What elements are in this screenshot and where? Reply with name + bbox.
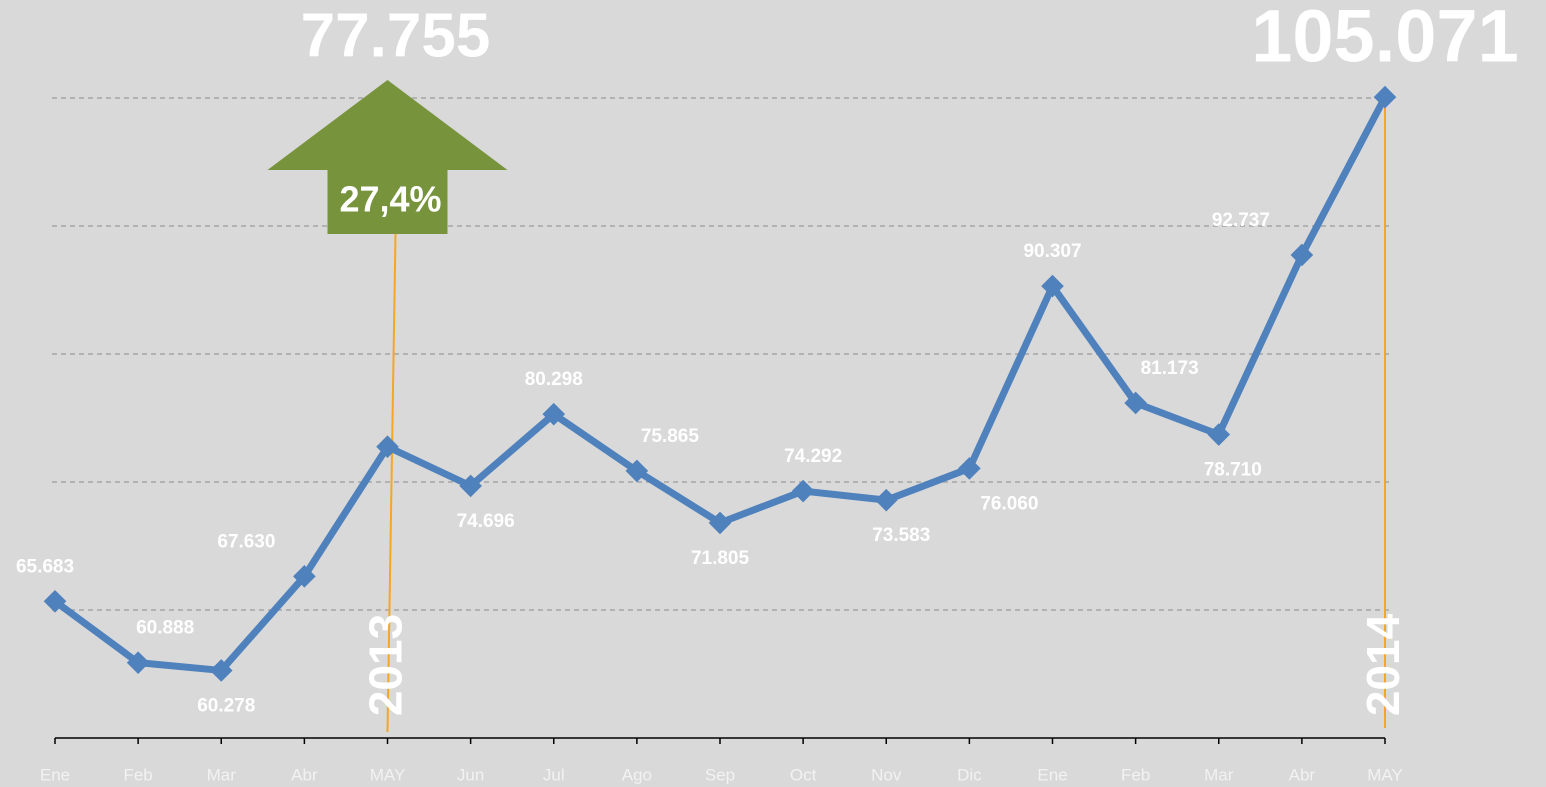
- x-tick-label: MAY: [1367, 765, 1403, 784]
- change-label: 27,4%: [339, 179, 441, 220]
- x-tick-label: Oct: [790, 765, 817, 784]
- x-tick-label: Feb: [123, 765, 152, 784]
- point: [1041, 274, 1064, 298]
- line: [52, 95, 1389, 674]
- x-tick-label: Nov: [871, 765, 902, 784]
- point: [459, 474, 482, 498]
- x-tick-label: Ago: [622, 765, 652, 784]
- x-tick-label: Dic: [957, 765, 982, 784]
- value-label: 76.060: [980, 493, 1038, 514]
- value-label: 67.630: [217, 531, 275, 552]
- marker-line: [386, 233, 397, 733]
- value-label: 92.737: [1212, 210, 1270, 231]
- point: [958, 457, 981, 480]
- point: [293, 565, 316, 588]
- point: [874, 488, 898, 512]
- point: [625, 459, 649, 483]
- value-label: 71.805: [691, 548, 750, 569]
- big-value-label: 105.071: [1251, 0, 1519, 78]
- x-tick-label: Jul: [543, 765, 565, 784]
- value-label: 80.298: [525, 369, 583, 390]
- value-label: 78.710: [1204, 460, 1262, 481]
- year-label: 2013: [360, 614, 412, 716]
- value-label: 90.307: [1023, 241, 1081, 262]
- point: [376, 435, 399, 459]
- value-label: 60.278: [197, 695, 255, 716]
- year-label: 2014: [1357, 613, 1409, 716]
- value-label: 74.292: [784, 446, 842, 467]
- x-tick-label: MAY: [370, 765, 406, 784]
- x-tick-label: Ene: [40, 765, 70, 784]
- point: [542, 402, 566, 426]
- x-tick-label: Abr: [291, 765, 318, 784]
- point: [791, 479, 815, 503]
- value-label: 60.888: [136, 618, 194, 639]
- x-tick-label: Mar: [207, 765, 237, 784]
- change-arrow: [267, 80, 508, 234]
- x-tick-label: Sep: [705, 765, 735, 784]
- x-tick-label: Mar: [1204, 765, 1234, 784]
- value-label: 73.583: [872, 525, 930, 546]
- value-label: 74.696: [457, 511, 515, 532]
- x-tick-label: Feb: [1121, 765, 1150, 784]
- point: [1207, 423, 1231, 446]
- big-value-label: 77.755: [301, 1, 491, 70]
- x-tick-label: Abr: [1289, 765, 1316, 784]
- point: [1373, 85, 1397, 109]
- value-label: 81.173: [1141, 358, 1199, 379]
- point: [708, 511, 732, 535]
- value-label: 65.683: [16, 556, 74, 577]
- value-label: 75.865: [641, 426, 700, 447]
- point: [1124, 391, 1147, 415]
- x-tick-label: Jun: [457, 765, 484, 784]
- x-tick-label: Ene: [1037, 765, 1067, 784]
